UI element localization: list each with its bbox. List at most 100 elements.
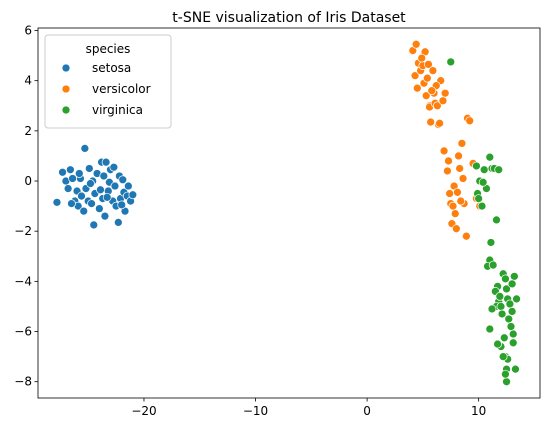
legend-marker-setosa bbox=[61, 63, 71, 73]
data-point-setosa bbox=[68, 174, 77, 183]
legend-label-versicolor: versicolor bbox=[92, 82, 151, 96]
data-point-setosa bbox=[117, 200, 127, 210]
data-point-virginica bbox=[501, 274, 510, 284]
x-tick-label: −20 bbox=[131, 404, 156, 418]
data-point-virginica bbox=[492, 215, 501, 225]
data-point-setosa bbox=[109, 162, 119, 172]
data-point-virginica bbox=[509, 271, 519, 281]
legend-box bbox=[44, 34, 172, 129]
data-point-versicolor bbox=[453, 187, 462, 197]
data-point-setosa bbox=[77, 191, 86, 201]
data-point-setosa bbox=[110, 181, 120, 191]
plot-frame bbox=[37, 27, 541, 399]
data-point-virginica bbox=[498, 352, 508, 361]
data-point-virginica bbox=[504, 314, 514, 324]
data-point-virginica bbox=[502, 284, 511, 294]
y-tick-label: −4 bbox=[14, 274, 32, 288]
y-tick-label: −2 bbox=[14, 224, 32, 238]
data-point-setosa bbox=[52, 197, 62, 207]
data-point-versicolor bbox=[444, 156, 453, 166]
chart-title: t-SNE visualization of Iris Dataset bbox=[172, 10, 406, 26]
data-point-virginica bbox=[486, 238, 496, 247]
data-point-setosa bbox=[87, 199, 96, 208]
data-point-setosa bbox=[74, 169, 84, 178]
data-point-virginica bbox=[512, 294, 521, 304]
y-tick-label: −6 bbox=[14, 325, 32, 339]
y-tick-label: −8 bbox=[14, 375, 32, 389]
data-point-versicolor bbox=[411, 39, 421, 49]
data-point-versicolor bbox=[450, 209, 460, 218]
data-point-setosa bbox=[124, 181, 133, 191]
data-point-setosa bbox=[118, 175, 128, 185]
data-point-virginica bbox=[507, 307, 517, 316]
data-point-versicolor bbox=[438, 96, 448, 106]
data-point-virginica bbox=[505, 299, 515, 309]
data-point-versicolor bbox=[454, 151, 463, 161]
legend-label-setosa: setosa bbox=[92, 61, 131, 75]
data-point-versicolor bbox=[451, 224, 461, 234]
data-point-versicolor bbox=[427, 86, 437, 96]
data-point-versicolor bbox=[410, 71, 420, 81]
data-point-virginica bbox=[485, 152, 495, 162]
x-tick-label: 0 bbox=[363, 404, 371, 418]
data-point-virginica bbox=[478, 177, 488, 187]
data-point-setosa bbox=[89, 220, 99, 230]
y-tick-label: 6 bbox=[24, 24, 32, 38]
data-point-virginica bbox=[499, 333, 509, 343]
legend-label-virginica: virginica bbox=[92, 103, 143, 117]
data-point-virginica bbox=[487, 304, 497, 314]
legend-title: species bbox=[86, 42, 131, 56]
data-point-virginica bbox=[494, 165, 504, 175]
legend-marker-virginica bbox=[61, 105, 71, 115]
data-point-setosa bbox=[79, 206, 89, 216]
data-point-virginica bbox=[508, 329, 518, 339]
data-point-virginica bbox=[506, 322, 516, 331]
data-point-virginica bbox=[507, 279, 517, 289]
data-point-setosa bbox=[100, 211, 110, 221]
data-point-setosa bbox=[102, 192, 112, 202]
data-point-versicolor bbox=[440, 88, 450, 98]
data-point-setosa bbox=[67, 199, 76, 208]
data-point-setosa bbox=[95, 204, 104, 213]
data-point-virginica bbox=[474, 194, 483, 203]
data-point-setosa bbox=[101, 157, 111, 167]
data-point-versicolor bbox=[455, 164, 465, 173]
data-point-virginica bbox=[497, 309, 507, 319]
data-point-setosa bbox=[128, 190, 138, 200]
data-point-versicolor bbox=[465, 116, 475, 126]
data-point-virginica bbox=[472, 161, 481, 171]
data-point-versicolor bbox=[417, 53, 427, 63]
data-point-versicolor bbox=[435, 118, 444, 128]
data-point-virginica bbox=[446, 57, 456, 67]
legend-marker-versicolor bbox=[61, 84, 71, 94]
data-point-virginica bbox=[477, 201, 487, 211]
data-point-setosa bbox=[80, 144, 90, 153]
y-tick-label: 4 bbox=[24, 74, 32, 88]
data-point-virginica bbox=[496, 302, 506, 311]
points-layer bbox=[52, 39, 521, 387]
data-point-setosa bbox=[86, 179, 95, 188]
x-tick-label: 10 bbox=[471, 404, 486, 418]
data-point-versicolor bbox=[443, 166, 452, 176]
data-point-setosa bbox=[96, 185, 105, 195]
data-point-setosa bbox=[63, 184, 73, 193]
data-point-virginica bbox=[508, 338, 518, 348]
data-point-versicolor bbox=[426, 117, 436, 127]
x-tick-label: −10 bbox=[243, 404, 268, 418]
data-point-versicolor bbox=[439, 146, 449, 156]
data-point-versicolor bbox=[457, 139, 467, 148]
data-point-versicolor bbox=[433, 101, 442, 111]
data-point-versicolor bbox=[448, 201, 458, 211]
data-point-versicolor bbox=[445, 189, 454, 198]
data-point-virginica bbox=[479, 165, 489, 175]
data-point-setosa bbox=[65, 165, 75, 175]
data-point-virginica bbox=[493, 339, 502, 349]
data-point-setosa bbox=[99, 171, 109, 181]
legend: species setosa versicolor virginica bbox=[44, 34, 172, 129]
data-point-versicolor bbox=[462, 231, 471, 241]
data-point-versicolor bbox=[458, 174, 468, 183]
data-point-virginica bbox=[485, 324, 495, 334]
data-point-setosa bbox=[84, 164, 94, 173]
